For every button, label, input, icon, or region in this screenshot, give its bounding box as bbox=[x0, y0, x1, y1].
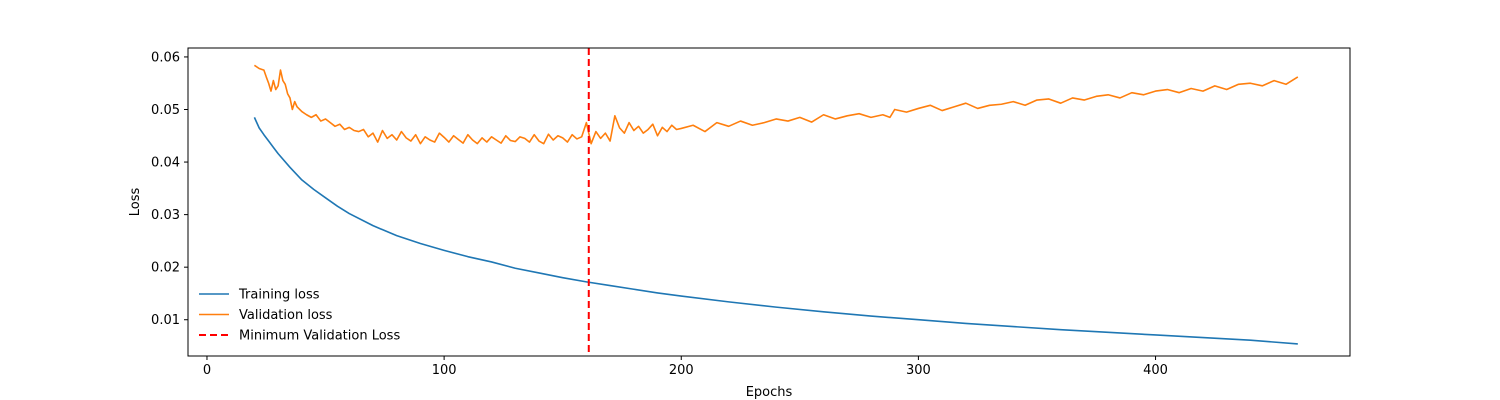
x-tick-label: 400 bbox=[1143, 363, 1168, 378]
y-tick-label: 0.02 bbox=[151, 261, 180, 276]
legend-label: Training loss bbox=[238, 288, 320, 303]
series-layer bbox=[253, 64, 1299, 345]
y-tick-label: 0.01 bbox=[151, 313, 180, 328]
legend-label: Validation loss bbox=[239, 308, 333, 323]
y-axis-ticks: 0.01 0.02 0.03 0.04 0.05 0.06 bbox=[151, 50, 188, 328]
y-tick-label: 0.03 bbox=[151, 208, 180, 223]
y-tick-label: 0.05 bbox=[151, 103, 180, 118]
legend-label: Minimum Validation Loss bbox=[239, 329, 400, 344]
x-tick-label: 100 bbox=[432, 363, 457, 378]
legend: Training loss Validation loss Minimum Vali… bbox=[199, 288, 400, 344]
series-line-training-loss bbox=[253, 117, 1298, 345]
y-tick-label: 0.06 bbox=[151, 50, 180, 65]
y-tick-label: 0.04 bbox=[151, 156, 180, 171]
x-tick-label: 300 bbox=[906, 363, 931, 378]
series-line-validation-loss bbox=[253, 64, 1299, 145]
plot-frame bbox=[187, 47, 1351, 357]
x-tick-label: 200 bbox=[669, 363, 694, 378]
x-tick-label: 0 bbox=[203, 363, 211, 378]
y-axis-title: Loss bbox=[128, 188, 143, 217]
x-axis-title: Epochs bbox=[746, 385, 793, 400]
x-axis-ticks: 0 100 200 300 400 bbox=[203, 356, 1168, 378]
